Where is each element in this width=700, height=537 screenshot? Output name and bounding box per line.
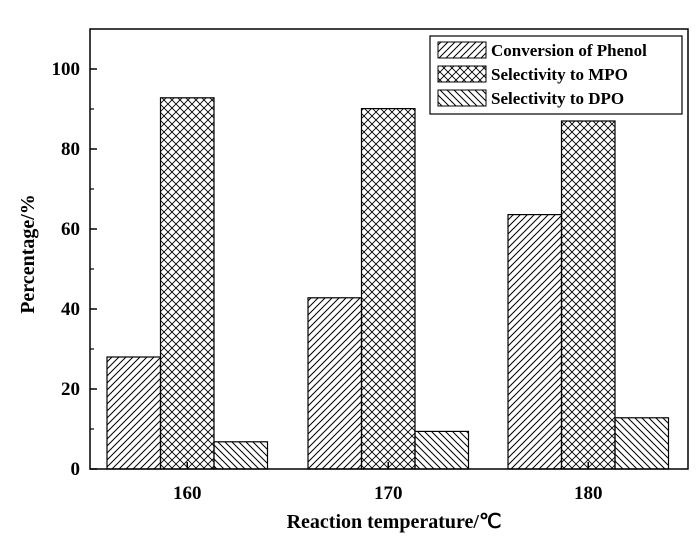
bar-conversion-of-phenol-170: [307, 297, 363, 470]
bar-selectivity-to-mpo-180: [560, 120, 616, 470]
y-tick-label: 20: [61, 379, 80, 400]
bar-selectivity-to-dpo-160: [213, 441, 269, 470]
bar-selectivity-to-mpo-170: [360, 107, 416, 470]
y-tick-label: 60: [61, 219, 80, 240]
x-tick-label: 180: [574, 483, 603, 504]
legend: Conversion of Phenol Selectivity to MPO Se…: [429, 35, 683, 115]
x-tick-label: 170: [374, 483, 403, 504]
legend-label: Selectivity to MPO: [491, 65, 628, 84]
legend-swatch-conversion-of-phenol: [437, 41, 487, 59]
y-tick-label: 40: [61, 299, 80, 320]
x-axis-title: Reaction temperature/℃: [287, 511, 502, 533]
x-axis: 160 170 180: [173, 462, 603, 504]
bar-selectivity-to-mpo-160: [159, 97, 215, 470]
legend-label: Conversion of Phenol: [491, 41, 647, 60]
bars-group: [106, 97, 670, 470]
legend-swatch-selectivity-to-dpo: [437, 89, 487, 107]
bar-conversion-of-phenol-180: [507, 214, 563, 470]
y-axis: 0 20 40 60 80 100: [52, 59, 97, 480]
x-tick-label: 160: [173, 483, 202, 504]
y-axis-title: Percentage/%: [17, 194, 39, 314]
y-tick-label: 100: [52, 59, 81, 80]
bar-conversion-of-phenol-160: [106, 356, 162, 470]
bar-selectivity-to-dpo-170: [414, 430, 470, 470]
legend-label: Selectivity to DPO: [491, 89, 624, 108]
y-tick-label: 0: [71, 459, 81, 480]
y-tick-label: 80: [61, 139, 80, 160]
legend-swatch-selectivity-to-mpo: [437, 65, 487, 83]
bar-selectivity-to-dpo-180: [614, 417, 670, 470]
